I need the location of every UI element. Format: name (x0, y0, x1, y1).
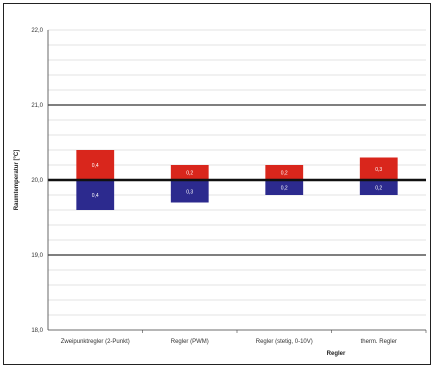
data-label: 0,2 (281, 186, 288, 192)
y-tick-label: 19,0 (31, 253, 43, 259)
data-labels: 0,4 0,4 0,2 0,3 0,2 0,2 0,3 0,2 (92, 163, 383, 199)
bar-lower-2 (170, 180, 209, 203)
bar-upper-2 (170, 165, 209, 180)
x-tick-label: Regler (stetig, 0-10V) (256, 339, 313, 345)
data-label: 0,3 (375, 167, 382, 173)
data-label: 0,2 (186, 171, 193, 177)
bar-lower-4 (359, 180, 398, 195)
x-tick-label: Zweipunktregler (2-Punkt) (61, 339, 130, 345)
x-axis-title: Regler (327, 351, 346, 357)
bar-upper-4 (359, 157, 398, 180)
chart-frame (3, 3, 431, 365)
bars (76, 150, 398, 210)
bar-lower-3 (265, 180, 304, 195)
bar-lower-1 (76, 180, 115, 210)
bar-upper-3 (265, 165, 304, 180)
x-tick-label: therm. Regler (361, 339, 397, 345)
x-tick-label: Regler (PWM) (171, 339, 209, 345)
y-tick-label: 22,0 (31, 28, 43, 34)
y-axis-title: Raumtemperatur [°C] (14, 150, 20, 210)
data-label: 0,4 (92, 163, 99, 169)
y-tick-label: 20,0 (31, 178, 43, 184)
y-tick-label: 18,0 (31, 328, 43, 334)
data-label: 0,3 (186, 189, 193, 195)
data-label: 0,4 (92, 193, 99, 199)
axes: Zweipunktregler (2-Punkt) Regler (PWM) Reg… (31, 28, 427, 345)
y-tick-label: 21,0 (31, 103, 43, 109)
data-label: 0,2 (281, 171, 288, 177)
bar-upper-1 (76, 150, 115, 180)
data-label: 0,2 (375, 186, 382, 192)
